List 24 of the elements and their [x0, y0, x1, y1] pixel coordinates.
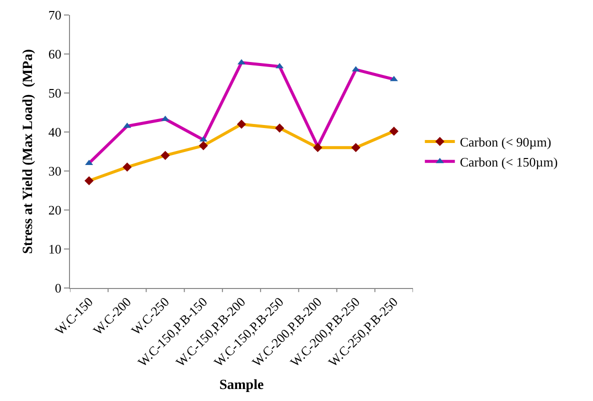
- y-tick-label: 10: [48, 242, 62, 257]
- x-axis-title: Sample: [219, 378, 264, 393]
- y-tick-label: 30: [48, 164, 62, 179]
- point: [389, 126, 398, 136]
- y-tick-label: 60: [48, 46, 62, 62]
- y-tick-label: 40: [48, 124, 62, 140]
- point: [313, 143, 322, 152]
- point: [160, 150, 170, 160]
- point: [84, 176, 94, 186]
- point: [199, 136, 208, 142]
- point: [198, 141, 208, 150]
- point: [276, 62, 284, 68]
- legend-label: Carbon (< 90µm): [460, 134, 552, 150]
- y-tick-label: 0: [54, 280, 62, 296]
- y-axis-title: Stress at Yield (Max Load) (MPa): [21, 48, 36, 254]
- point: [351, 143, 360, 152]
- point: [390, 76, 398, 82]
- point: [122, 162, 132, 172]
- legend-label: Carbon (< 150µm): [460, 154, 558, 170]
- y-tick-label: 20: [48, 202, 62, 218]
- point: [275, 124, 284, 133]
- y-tick-label: 50: [48, 86, 62, 101]
- point: [236, 120, 246, 129]
- y-tick-label: 70: [48, 8, 62, 23]
